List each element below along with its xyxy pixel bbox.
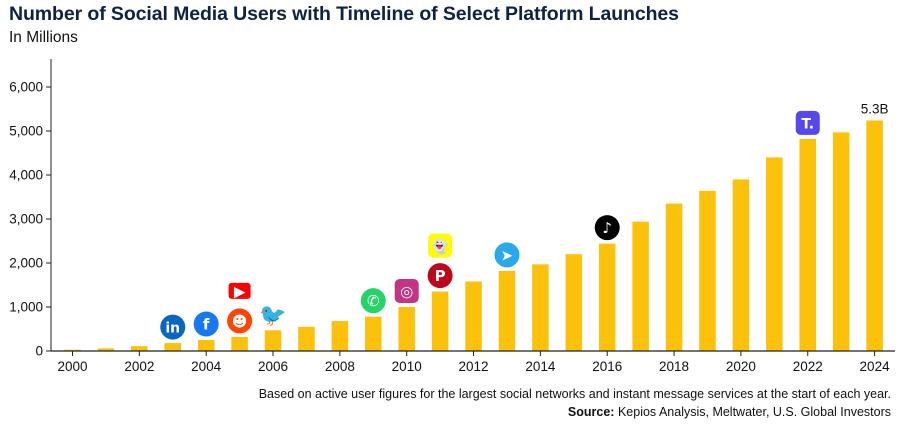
- tiktok-icon-glyph: ♪: [602, 219, 612, 237]
- telegram-icon: ➤: [494, 242, 520, 268]
- bar-2004: [197, 340, 215, 351]
- linkedin-icon-badge: [160, 314, 186, 340]
- bar-2005: [231, 336, 248, 351]
- whatsapp-icon: ✆: [360, 288, 386, 314]
- y-tick-label: 4,000: [9, 168, 43, 183]
- chart-title: Number of Social Media Users with Timeli…: [9, 3, 679, 25]
- x-tick-label: 2010: [392, 359, 422, 374]
- x-tick-label: 2014: [525, 359, 556, 374]
- pinterest-icon: P: [427, 263, 453, 289]
- bar-2009: [365, 316, 382, 351]
- telegram-icon-glyph: ➤: [501, 246, 514, 264]
- y-tick-label: 0: [35, 344, 43, 359]
- x-tick-label: 2012: [459, 359, 489, 374]
- instagram-icon: ◎: [394, 279, 419, 303]
- x-tick-label: 2022: [793, 359, 823, 374]
- reddit-icon-glyph: ☻: [232, 312, 248, 330]
- bar-2021: [766, 157, 783, 351]
- instagram-icon-badge: [394, 279, 419, 303]
- youtube-icon: ▶: [228, 282, 251, 300]
- y-tick-label: 1,000: [9, 300, 43, 315]
- bar-2017: [632, 221, 649, 351]
- bar-2013: [498, 270, 516, 351]
- twitter-icon: 🐦: [259, 303, 286, 328]
- linkedin-icon-glyph: in: [165, 321, 180, 337]
- bar-2020: [732, 179, 750, 351]
- bar-2012: [465, 281, 482, 351]
- telegram-icon-badge: [494, 242, 520, 268]
- bar-2014: [532, 264, 549, 351]
- bar-2000: [64, 349, 81, 351]
- bar-2016: [598, 243, 616, 351]
- whatsapp-icon-badge: [360, 288, 386, 314]
- bar-2010: [398, 307, 415, 351]
- tiktok-icon: ♪: [594, 215, 620, 241]
- x-tick-label: 2008: [325, 359, 355, 374]
- facebook-icon-badge: [193, 311, 219, 337]
- snapchat-icon-badge: [428, 233, 453, 258]
- truth-social-icon: T.: [795, 110, 820, 135]
- facebook-icon-glyph: f: [203, 316, 210, 334]
- reddit-icon: ☻: [227, 308, 253, 334]
- snapchat-icon: 👻: [428, 233, 453, 258]
- source-text: Kepios Analysis, Meltwater, U.S. Global …: [617, 405, 891, 419]
- y-tick-label: 3,000: [9, 212, 43, 227]
- x-tick-label: 2000: [57, 359, 87, 374]
- truth-social-icon-badge: [795, 110, 820, 135]
- bar-2023: [832, 132, 850, 351]
- chart-footnote: Based on active user figures for the lar…: [258, 387, 891, 401]
- bar-2022: [799, 138, 816, 351]
- x-tick-label: 2018: [659, 359, 689, 374]
- bar-2006: [264, 330, 282, 351]
- pinterest-icon-badge: [427, 263, 453, 289]
- linkedin-icon: in: [160, 314, 186, 340]
- x-tick-label: 2004: [191, 359, 222, 374]
- y-tick-label: 5,000: [9, 124, 43, 139]
- bar-2019: [699, 190, 716, 351]
- bar-2001: [97, 348, 115, 351]
- youtube-icon-glyph: ▶: [234, 282, 246, 300]
- facebook-icon: f: [193, 311, 219, 337]
- chart-subtitle: In Millions: [9, 29, 78, 46]
- annotation-label: 5.3B: [861, 101, 889, 116]
- x-tick-label: 2016: [592, 359, 622, 374]
- youtube-icon-badge: [228, 282, 251, 299]
- bar-2024: [866, 120, 883, 351]
- bar-2007: [298, 326, 315, 351]
- source-label: Source:: [567, 405, 615, 419]
- bar-2015: [565, 254, 583, 351]
- reddit-icon-badge: [227, 308, 253, 334]
- bar-2002: [131, 346, 148, 351]
- tiktok-icon-badge: [594, 215, 620, 241]
- instagram-icon-glyph: ◎: [400, 283, 413, 301]
- snapchat-icon-glyph: 👻: [431, 237, 449, 255]
- x-tick-label: 2006: [258, 359, 288, 374]
- y-tick-label: 2,000: [9, 256, 43, 271]
- y-tick-label: 6,000: [9, 80, 43, 95]
- bar-2011: [431, 291, 449, 351]
- x-tick-label: 2020: [726, 359, 756, 374]
- bar-2018: [665, 203, 683, 351]
- chart-source: Source: Kepios Analysis, Meltwater, U.S.…: [568, 405, 891, 419]
- pinterest-icon-glyph: P: [435, 267, 446, 285]
- x-tick-label: 2024: [860, 359, 891, 374]
- bar-2008: [331, 321, 349, 351]
- x-tick-label: 2002: [124, 359, 154, 374]
- bar-2003: [164, 343, 182, 351]
- whatsapp-icon-glyph: ✆: [367, 292, 380, 310]
- twitter-icon-glyph: 🐦: [259, 303, 286, 328]
- truth-social-icon-glyph: T.: [801, 116, 814, 132]
